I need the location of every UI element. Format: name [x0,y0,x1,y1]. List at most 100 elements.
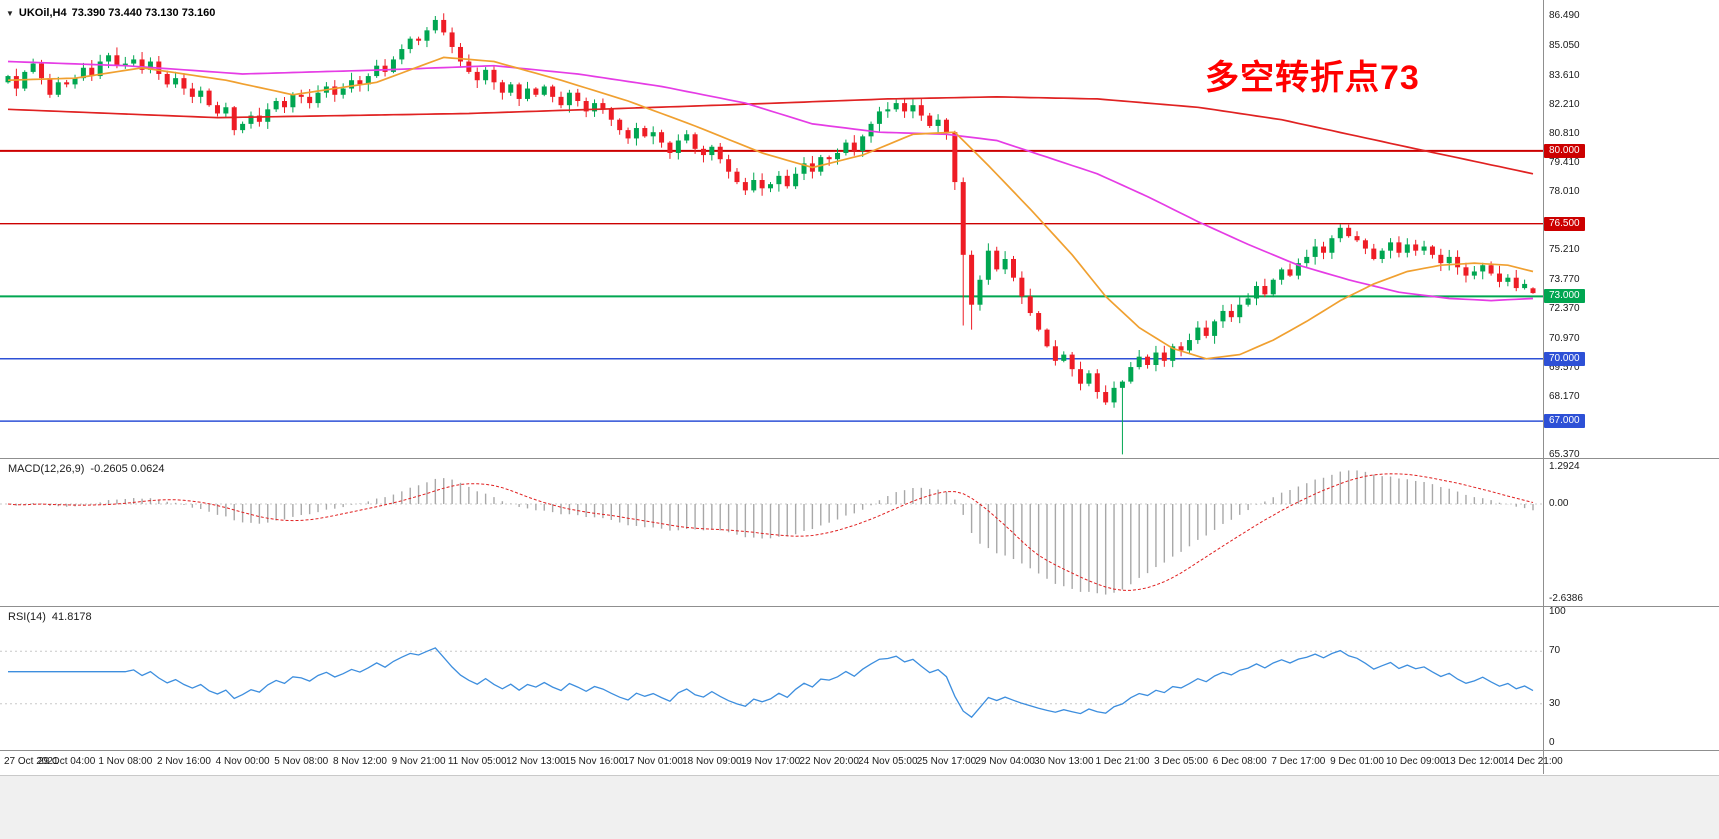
candle-body [692,134,698,149]
candle-body [583,101,589,112]
candle-body [273,101,279,110]
y-axis-label: 73.770 [1549,274,1580,286]
candle-body [633,128,639,139]
rsi-title: RSI(14) [8,611,46,623]
chart-title: ▼ UKOil,H4 73.390 73.440 73.130 73.160 [6,7,215,19]
y-axis-label: 85.050 [1549,39,1580,51]
candle-body [256,115,262,122]
date-axis-label: 10 Dec 09:00 [1385,756,1446,767]
rsi-value: 41.8178 [51,611,92,623]
candle-body [734,171,740,183]
candle-body [726,159,732,172]
candle-body [131,59,137,64]
candle-body [709,146,715,156]
candle-body [1061,354,1067,361]
candle-body [457,46,463,62]
candle-body [231,107,237,131]
candle-body [265,109,271,122]
ma-line-fast [7,56,1534,360]
candle-body [214,105,220,114]
date-axis-label: 15 Nov 16:00 [564,756,625,767]
macd-axis-label: 0.00 [1549,498,1569,510]
chevron-down-icon[interactable]: ▼ [6,8,14,18]
candle-body [1471,271,1477,276]
ma-line-slow [7,96,1534,175]
y-axis-label: 80.810 [1549,128,1580,140]
date-axis-label: 3 Dec 05:00 [1154,756,1209,767]
y-axis-label: 83.610 [1549,69,1580,81]
candle-body [340,88,346,95]
candle-body [784,175,790,187]
rsi-axis-label: 100 [1549,606,1566,617]
candle-body [1195,327,1201,341]
candle-body [399,49,405,60]
candle-body [164,73,170,85]
candle-body [441,19,447,33]
candle-body [600,103,606,110]
candle-body [64,82,70,85]
candle-body [147,61,153,70]
price-badge-76.500: 76.500 [1544,216,1585,231]
candle-body [667,142,673,153]
candle-body [1019,277,1025,297]
candle-body [332,86,338,95]
candle-body [416,38,422,41]
candle-body [290,94,296,108]
bottom-strip [0,775,1719,839]
candle-body [407,38,413,50]
candle-body [390,59,396,72]
candle-body [1396,242,1402,253]
candle-body [1388,242,1394,251]
ma-line-medium [7,60,1534,302]
candle-body [1111,387,1117,403]
candle-body [1354,236,1360,241]
candle-body [575,92,581,102]
candle-body [1161,352,1167,361]
candle-body [1505,277,1511,282]
candle-body [1480,265,1486,272]
candle-body [1212,321,1218,336]
candle-body [1253,286,1259,299]
candle-body [835,152,841,160]
candle-body [700,148,706,156]
symbol-timeframe-label: UKOil,H4 [18,7,67,19]
candle-body [650,132,656,137]
candle-body [876,111,882,124]
candle-body [55,82,61,95]
date-axis-label: 14 Dec 21:00 [1503,756,1563,767]
candle-body [910,105,916,112]
y-axis-label: 78.010 [1549,186,1580,198]
candle-body [902,103,908,112]
price-badge-70.000: 70.000 [1544,351,1585,366]
date-axis-label: 22 Nov 20:00 [799,756,859,767]
candle-body [742,182,748,191]
candle-body [114,55,120,66]
candle-body [1094,373,1100,393]
candle-body [625,130,631,139]
chart-annotation-text[interactable]: 多空转折点73 [1205,59,1420,97]
candle-body [684,134,690,141]
candle-body [868,123,874,137]
candle-body [298,94,304,97]
candle-body [432,19,438,31]
candle-body [382,65,388,72]
candle-body [768,184,773,189]
candle-body [1522,283,1528,289]
candle-body [248,115,254,124]
candle-body [1337,227,1343,239]
candle-body [776,175,782,185]
candle-body [818,157,824,172]
candle-body [525,88,531,99]
y-axis-label: 65.370 [1549,449,1580,460]
y-axis-label: 79.410 [1549,157,1580,169]
candle-body [173,78,179,85]
candle-body [1455,256,1461,268]
date-axis-label: 4 Nov 00:00 [215,756,270,767]
candle-body [1203,327,1209,336]
candle-body [558,96,564,106]
candle-body [206,90,212,106]
candle-body [282,101,288,108]
candle-body [1295,263,1301,276]
